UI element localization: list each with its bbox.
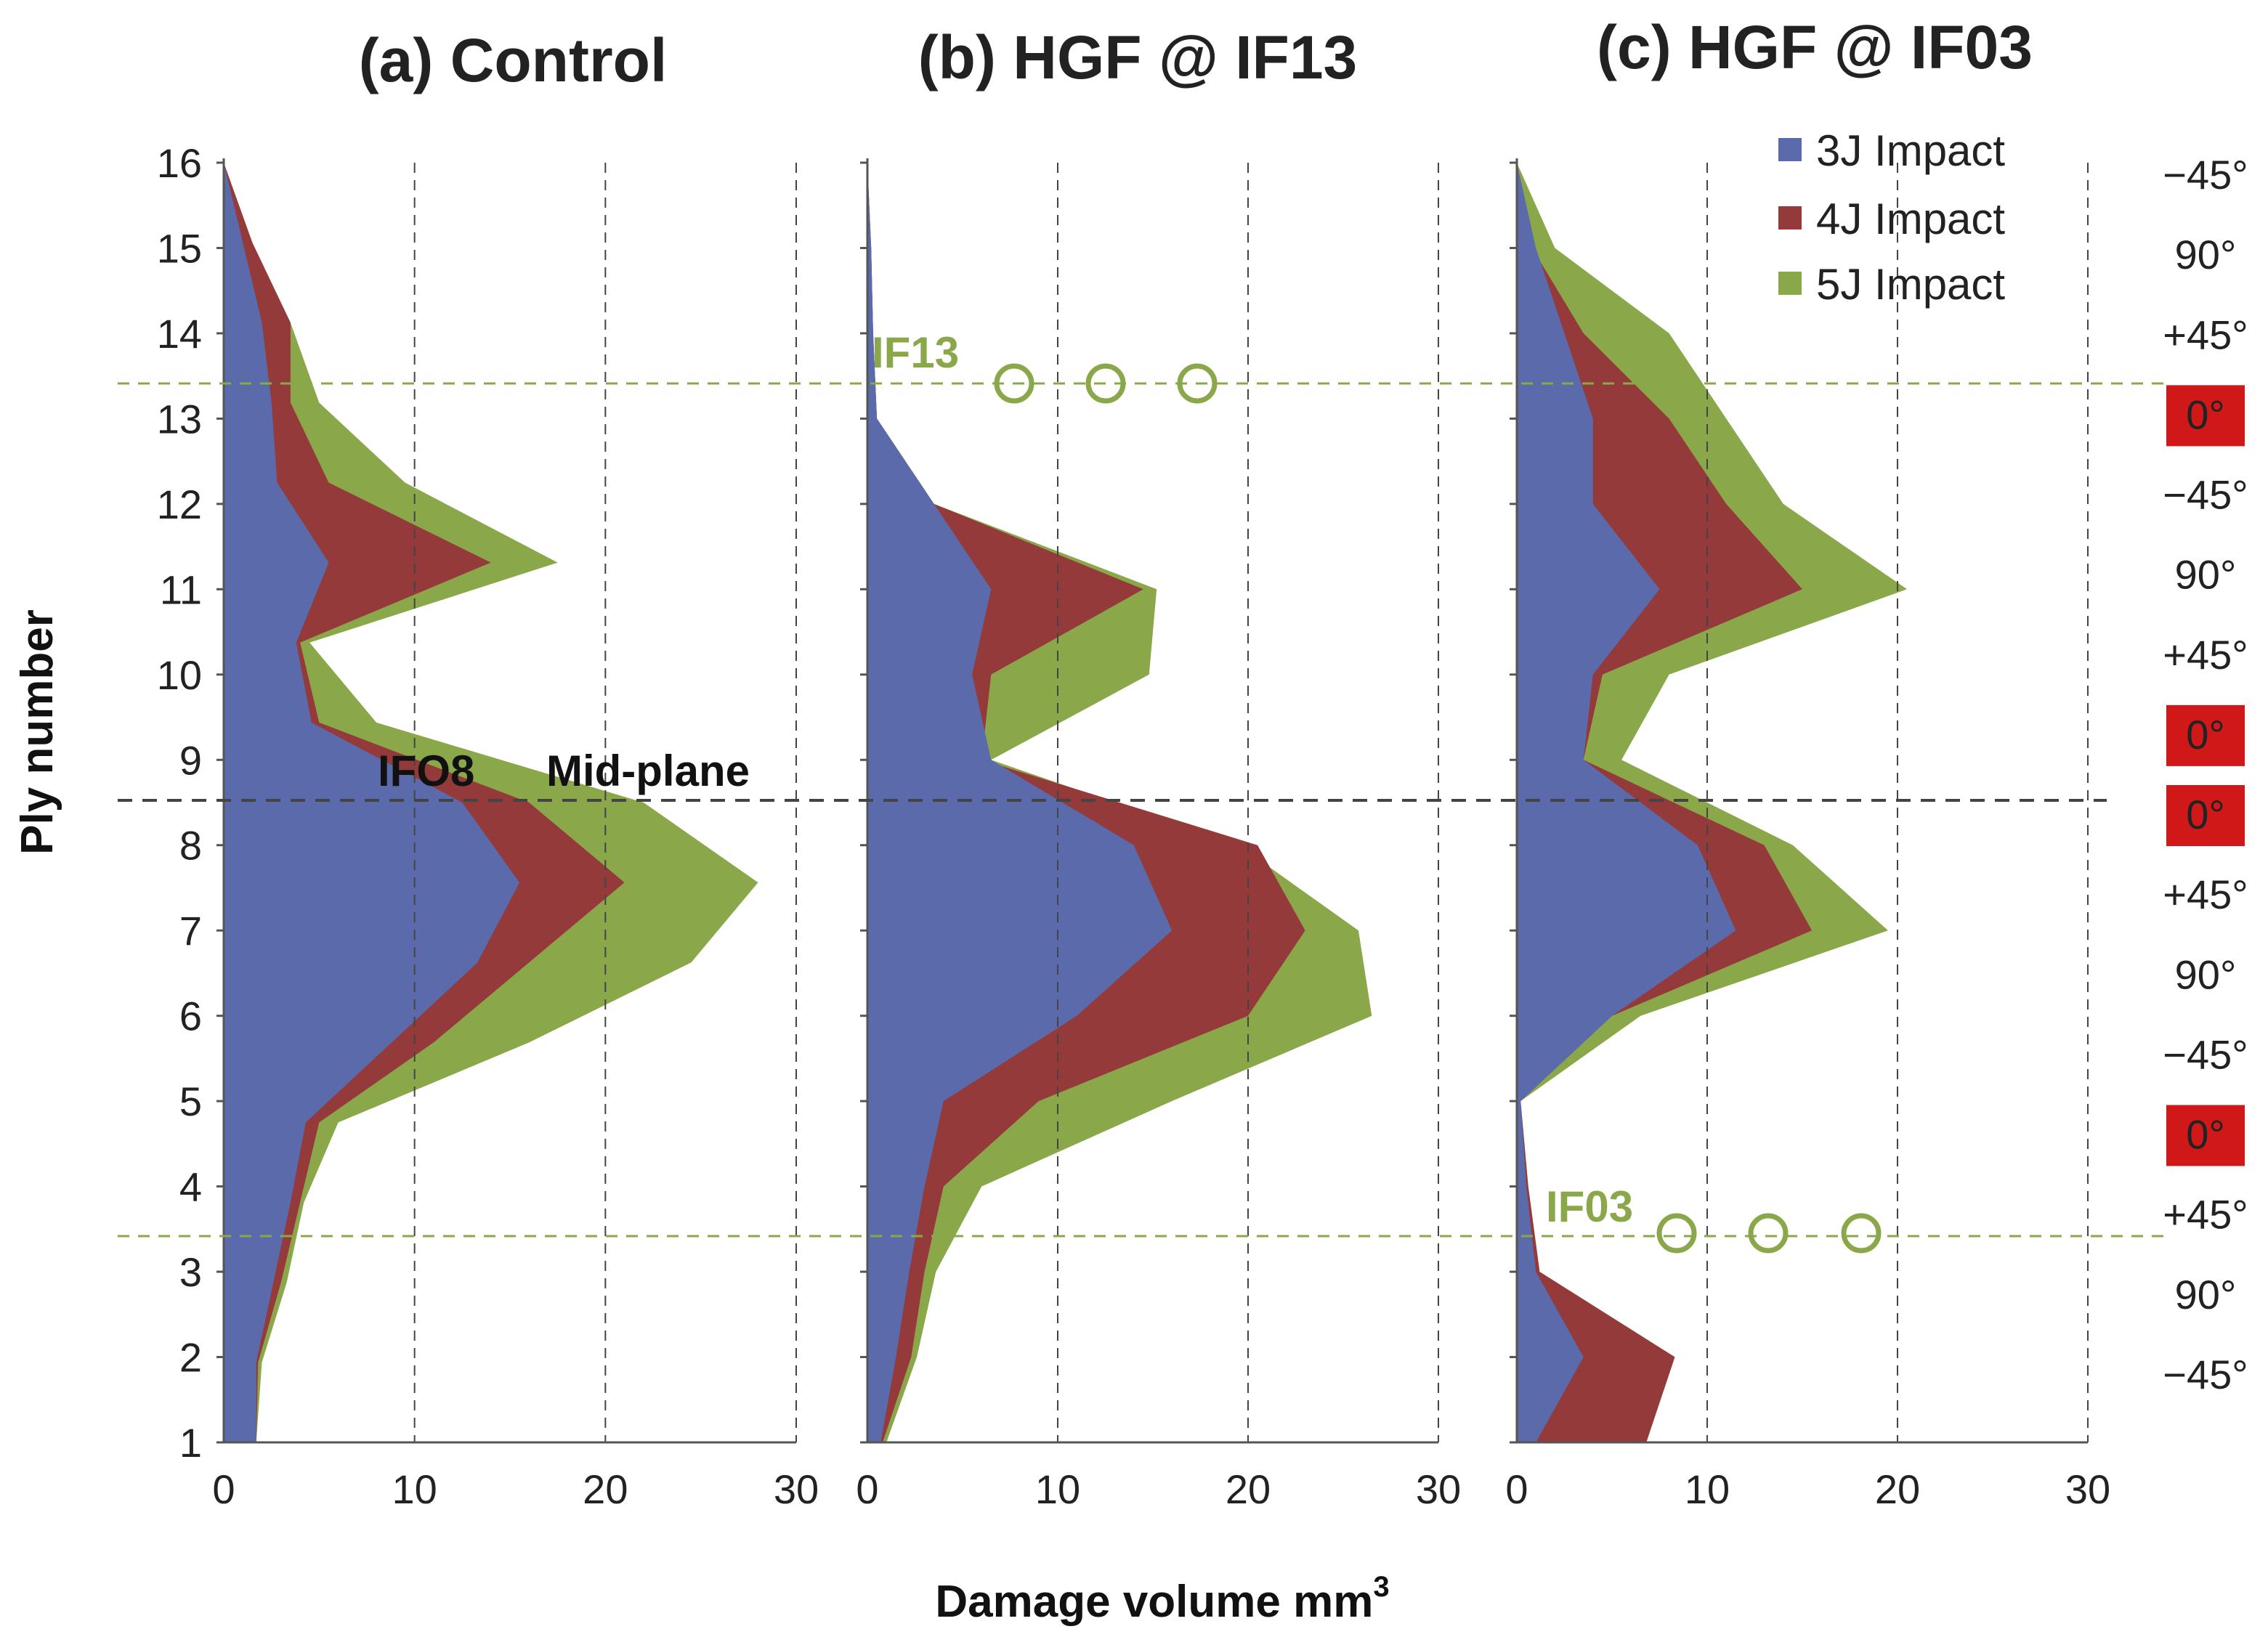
ply-angle-label: −45°: [2163, 152, 2248, 198]
panel-3-x-tick-label: 0: [1505, 1466, 1528, 1512]
panel-1-x-tick-label: 0: [212, 1466, 235, 1512]
panel-3-x-tick-label: 10: [1685, 1466, 1730, 1512]
ply-angle-label: +45°: [2163, 312, 2248, 357]
zero-ply-highlight: [2166, 785, 2245, 846]
y-tick-label: 14: [157, 311, 202, 357]
y-tick-label: 13: [157, 396, 202, 442]
if13-marker-circles: [994, 363, 1218, 404]
panel-2-x-tick-label: 30: [1416, 1466, 1461, 1512]
y-tick-label: 15: [157, 225, 202, 271]
y-axis-title: Ply number: [12, 609, 62, 855]
ply-angle-label: 90°: [2175, 232, 2237, 277]
if03-marker-circles: [1656, 1213, 1882, 1254]
panel-1-x-tick-label: 30: [774, 1466, 819, 1512]
ply-angle-label: −45°: [2163, 472, 2248, 518]
panel-2-area-4j: [867, 163, 1305, 1442]
zero-ply-highlight: [2166, 385, 2245, 447]
ply-angle-column: −45° 90° +45° 0° −45° 90° +45° 0° 0° +45° 90° −45° 0…: [2163, 152, 2248, 1397]
y-tick-label: 8: [179, 823, 202, 869]
x-axis-title-superscript: 3: [1373, 1571, 1389, 1603]
ply-angle-label: 90°: [2175, 951, 2237, 997]
if08-label: IFO8: [378, 747, 474, 795]
ply-angle-label: 90°: [2175, 1272, 2237, 1317]
y-tick-label: 16: [157, 140, 202, 186]
legend-swatch-5j: [1778, 272, 1802, 295]
panel-2-x-tick-label: 20: [1226, 1466, 1271, 1512]
if03-marker-circle: [1748, 1213, 1789, 1254]
y-tick-label: 4: [179, 1164, 202, 1210]
y-tick-label: 10: [157, 652, 202, 698]
y-tick-label: 7: [179, 908, 202, 954]
zero-ply-highlight: [2166, 1105, 2245, 1166]
midplane-label: Mid-plane: [546, 747, 750, 795]
ply-angle-label: 0°: [2186, 1112, 2225, 1158]
panel-3-area-3j: [1517, 163, 1736, 1442]
zero-ply-highlight: [2166, 704, 2245, 766]
tick-layer: 0 10 20 30 0 10 20 30 0 10 20 301234567891011121314…: [157, 140, 2110, 1512]
if13-label: IF13: [872, 328, 959, 377]
if13-marker-circle: [994, 363, 1034, 404]
y-tick-label: 6: [179, 994, 202, 1039]
y-tick-label: 3: [179, 1249, 202, 1295]
legend-label-4j: 4J Impact: [1816, 195, 2005, 243]
y-tick-label: 9: [179, 737, 202, 783]
if13-marker-circle: [1177, 363, 1218, 404]
panel-1-x-tick-label: 10: [392, 1466, 437, 1512]
legend-label-3j: 3J Impact: [1816, 126, 2005, 175]
y-tick-label: 12: [157, 482, 202, 527]
legend-swatch-4j: [1778, 206, 1802, 229]
panel-3-x-tick-label: 20: [1875, 1466, 1920, 1512]
ply-angle-label: −45°: [2163, 1352, 2248, 1397]
y-tick-label: 1: [179, 1420, 202, 1466]
panel-2-x-tick-label: 10: [1035, 1466, 1080, 1512]
panel-title-control: (a) Control: [359, 26, 668, 94]
if03-label: IF03: [1546, 1182, 1633, 1231]
legend: 3J Impact 4J Impact 5J Impact: [1778, 126, 2005, 309]
ply-angle-label: 0°: [2186, 391, 2225, 437]
if13-marker-circle: [1085, 363, 1126, 404]
grid-layer: [413, 163, 2089, 1442]
legend-label-5j: 5J Impact: [1816, 260, 2005, 309]
ply-angle-label: 0°: [2186, 792, 2225, 837]
x-axis-title-text: Damage volume mm: [935, 1577, 1373, 1627]
y-tick-label: 2: [179, 1335, 202, 1381]
panel-3-x-tick-label: 30: [2065, 1466, 2110, 1512]
area-layer: [224, 163, 1908, 1442]
ply-angle-label: 0°: [2186, 712, 2225, 757]
ply-angle-label: +45°: [2163, 632, 2248, 678]
panel-title-if03: (c) HGF @ IF03: [1597, 13, 2033, 81]
ply-angle-label: 90°: [2175, 552, 2237, 598]
panel-2-x-tick-label: 0: [856, 1466, 878, 1512]
legend-swatch-3j: [1778, 138, 1802, 161]
ply-angle-label: −45°: [2163, 1031, 2248, 1077]
if03-marker-circle: [1656, 1213, 1697, 1254]
y-tick-label: 5: [179, 1079, 202, 1124]
ply-angle-label: +45°: [2163, 1192, 2248, 1238]
panel-title-if13: (b) HGF @ IF13: [918, 23, 1358, 92]
ply-angle-label: +45°: [2163, 872, 2248, 917]
if03-marker-circle: [1841, 1213, 1882, 1254]
y-tick-label: 11: [160, 566, 202, 612]
x-axis-title: Damage volume mm3: [935, 1571, 1389, 1627]
panel-2-area-3j: [867, 163, 1173, 1442]
panel-1-area-3j: [224, 163, 520, 1442]
panel-1-x-tick-label: 20: [583, 1466, 628, 1512]
